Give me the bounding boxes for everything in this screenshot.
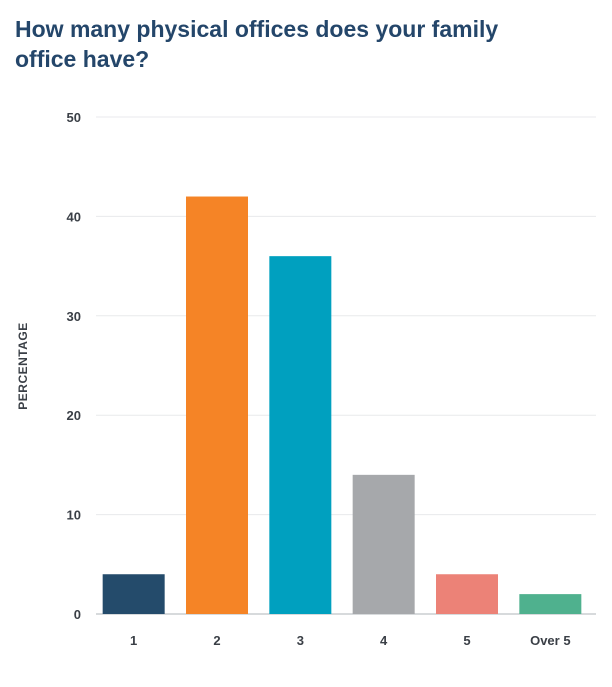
x-tick-label: 2 — [213, 633, 220, 648]
bar-2 — [186, 196, 248, 614]
x-axis-ticks: 1 2 3 4 5 Over 5 — [130, 633, 571, 648]
y-axis-title: PERCENTAGE — [16, 322, 30, 409]
x-tick-label: 3 — [297, 633, 304, 648]
y-tick-label: 10 — [67, 508, 81, 523]
y-tick-label: 0 — [74, 607, 81, 622]
bar-3 — [269, 256, 332, 614]
bar-4 — [352, 474, 415, 614]
bar-5 — [436, 574, 498, 614]
y-tick-label: 50 — [67, 110, 81, 125]
y-tick-label: 40 — [67, 209, 81, 224]
gridlines — [96, 116, 596, 615]
x-tick-label: 4 — [380, 633, 388, 648]
bar-1 — [102, 574, 165, 614]
x-tick-label: 5 — [463, 633, 470, 648]
x-tick-label: 1 — [130, 633, 137, 648]
bar-over-5 — [519, 594, 582, 614]
x-tick-label: Over 5 — [530, 633, 570, 648]
y-tick-label: 20 — [67, 408, 81, 423]
bars — [102, 196, 582, 614]
y-axis-ticks: 0 10 20 30 40 50 — [67, 110, 81, 622]
chart-title: How many physical offices does your fami… — [15, 16, 499, 72]
y-tick-label: 30 — [67, 309, 81, 324]
